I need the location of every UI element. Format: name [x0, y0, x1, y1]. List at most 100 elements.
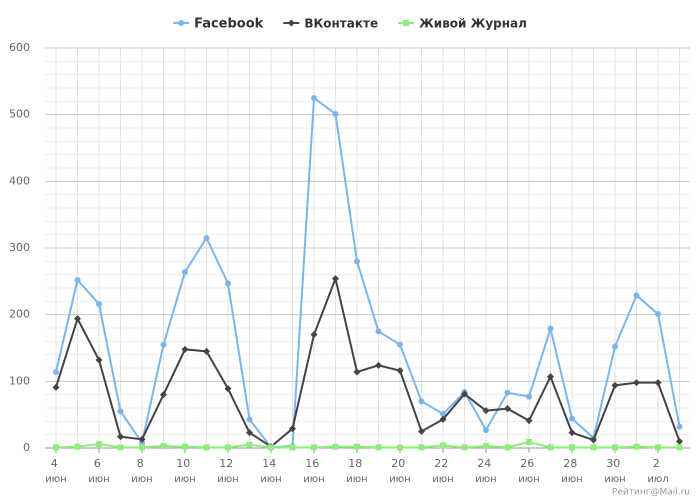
- point: [332, 443, 339, 450]
- point: [311, 444, 317, 451]
- point: [117, 444, 124, 451]
- point: [504, 444, 511, 451]
- point: [590, 444, 597, 451]
- point: [225, 280, 231, 287]
- point: [74, 315, 81, 323]
- point: [375, 444, 382, 451]
- y-tick-label: 300: [9, 241, 30, 254]
- point: [225, 444, 231, 451]
- y-tick-label: 400: [9, 174, 30, 187]
- point: [547, 373, 554, 381]
- y-tick-label: 0: [23, 441, 30, 454]
- point: [53, 444, 59, 451]
- x-tick-label: 6 июн: [88, 457, 109, 485]
- point: [655, 311, 661, 317]
- point: [547, 325, 554, 332]
- point: [182, 269, 188, 275]
- point: [396, 367, 404, 375]
- point: [504, 389, 511, 396]
- point: [96, 441, 102, 447]
- series-line: [55, 96, 681, 449]
- x-tick-label: 18 июн: [346, 457, 367, 485]
- x-tick-label: 24 июн: [475, 457, 496, 485]
- point: [461, 390, 468, 398]
- y-tick-label: 600: [9, 41, 30, 54]
- point: [525, 417, 533, 425]
- x-tick-label: 2 июл: [647, 457, 668, 485]
- x-tick-label: 4 июн: [45, 457, 66, 485]
- point: [74, 277, 81, 283]
- legend-item: Живой Журнал: [398, 17, 527, 31]
- point: [95, 356, 103, 364]
- legend: Facebook ВКонтакте Живой Журнал: [173, 17, 527, 32]
- series: [52, 275, 683, 451]
- credit: Рейтинг@Mail.ru: [612, 488, 690, 498]
- point: [354, 258, 360, 265]
- point: [547, 444, 554, 451]
- point: [654, 379, 662, 387]
- point: [418, 398, 425, 405]
- point: [139, 444, 145, 451]
- x-tick-label: 30 июн: [604, 457, 625, 485]
- point: [289, 425, 296, 433]
- y-tick-label: 100: [9, 374, 30, 387]
- series-line: [55, 440, 680, 449]
- legend-marker: [403, 20, 410, 26]
- point: [117, 433, 124, 441]
- point: [612, 343, 618, 350]
- x-tick-label: 14 июн: [260, 457, 281, 485]
- point: [74, 443, 81, 450]
- x-tick-label: 8 июн: [131, 457, 152, 485]
- x-tick-label: 20 июн: [389, 457, 410, 485]
- point: [375, 328, 382, 335]
- point: [246, 441, 253, 448]
- point: [203, 347, 210, 355]
- point: [633, 292, 640, 299]
- point: [160, 391, 167, 399]
- point: [397, 341, 403, 348]
- legend-item: ВКонтакте: [283, 17, 378, 31]
- point: [160, 341, 167, 348]
- point: [440, 442, 446, 449]
- series-line: [55, 275, 681, 448]
- legend-item: Facebook: [173, 17, 264, 32]
- point: [182, 443, 188, 450]
- legend-marker: [178, 20, 185, 26]
- point: [203, 235, 210, 241]
- point: [52, 383, 60, 391]
- point: [526, 393, 532, 400]
- point: [504, 405, 511, 413]
- grid: [45, 47, 690, 449]
- point: [439, 415, 447, 423]
- point: [461, 444, 468, 451]
- point: [181, 345, 189, 353]
- point: [397, 444, 403, 451]
- point: [611, 381, 619, 389]
- point: [289, 444, 296, 451]
- point: [203, 444, 210, 451]
- point: [246, 429, 253, 437]
- point: [676, 444, 683, 451]
- point: [353, 368, 361, 376]
- point: [160, 443, 167, 449]
- point: [310, 331, 318, 339]
- point: [418, 427, 425, 435]
- point: [440, 411, 446, 417]
- point: [483, 443, 489, 449]
- point: [526, 439, 532, 445]
- point: [268, 444, 274, 451]
- x-tick-label: 26 июн: [518, 457, 539, 485]
- point: [590, 436, 597, 444]
- x-tick-label: 12 июн: [217, 457, 238, 485]
- series: [53, 439, 683, 451]
- point: [246, 416, 253, 423]
- point: [375, 361, 382, 369]
- y-tick-label: 500: [9, 108, 30, 121]
- point: [569, 415, 575, 422]
- y-tick-label: 200: [9, 308, 30, 321]
- point: [676, 423, 683, 430]
- point: [224, 385, 232, 393]
- legend-label: Facebook: [194, 17, 264, 32]
- point: [482, 407, 490, 415]
